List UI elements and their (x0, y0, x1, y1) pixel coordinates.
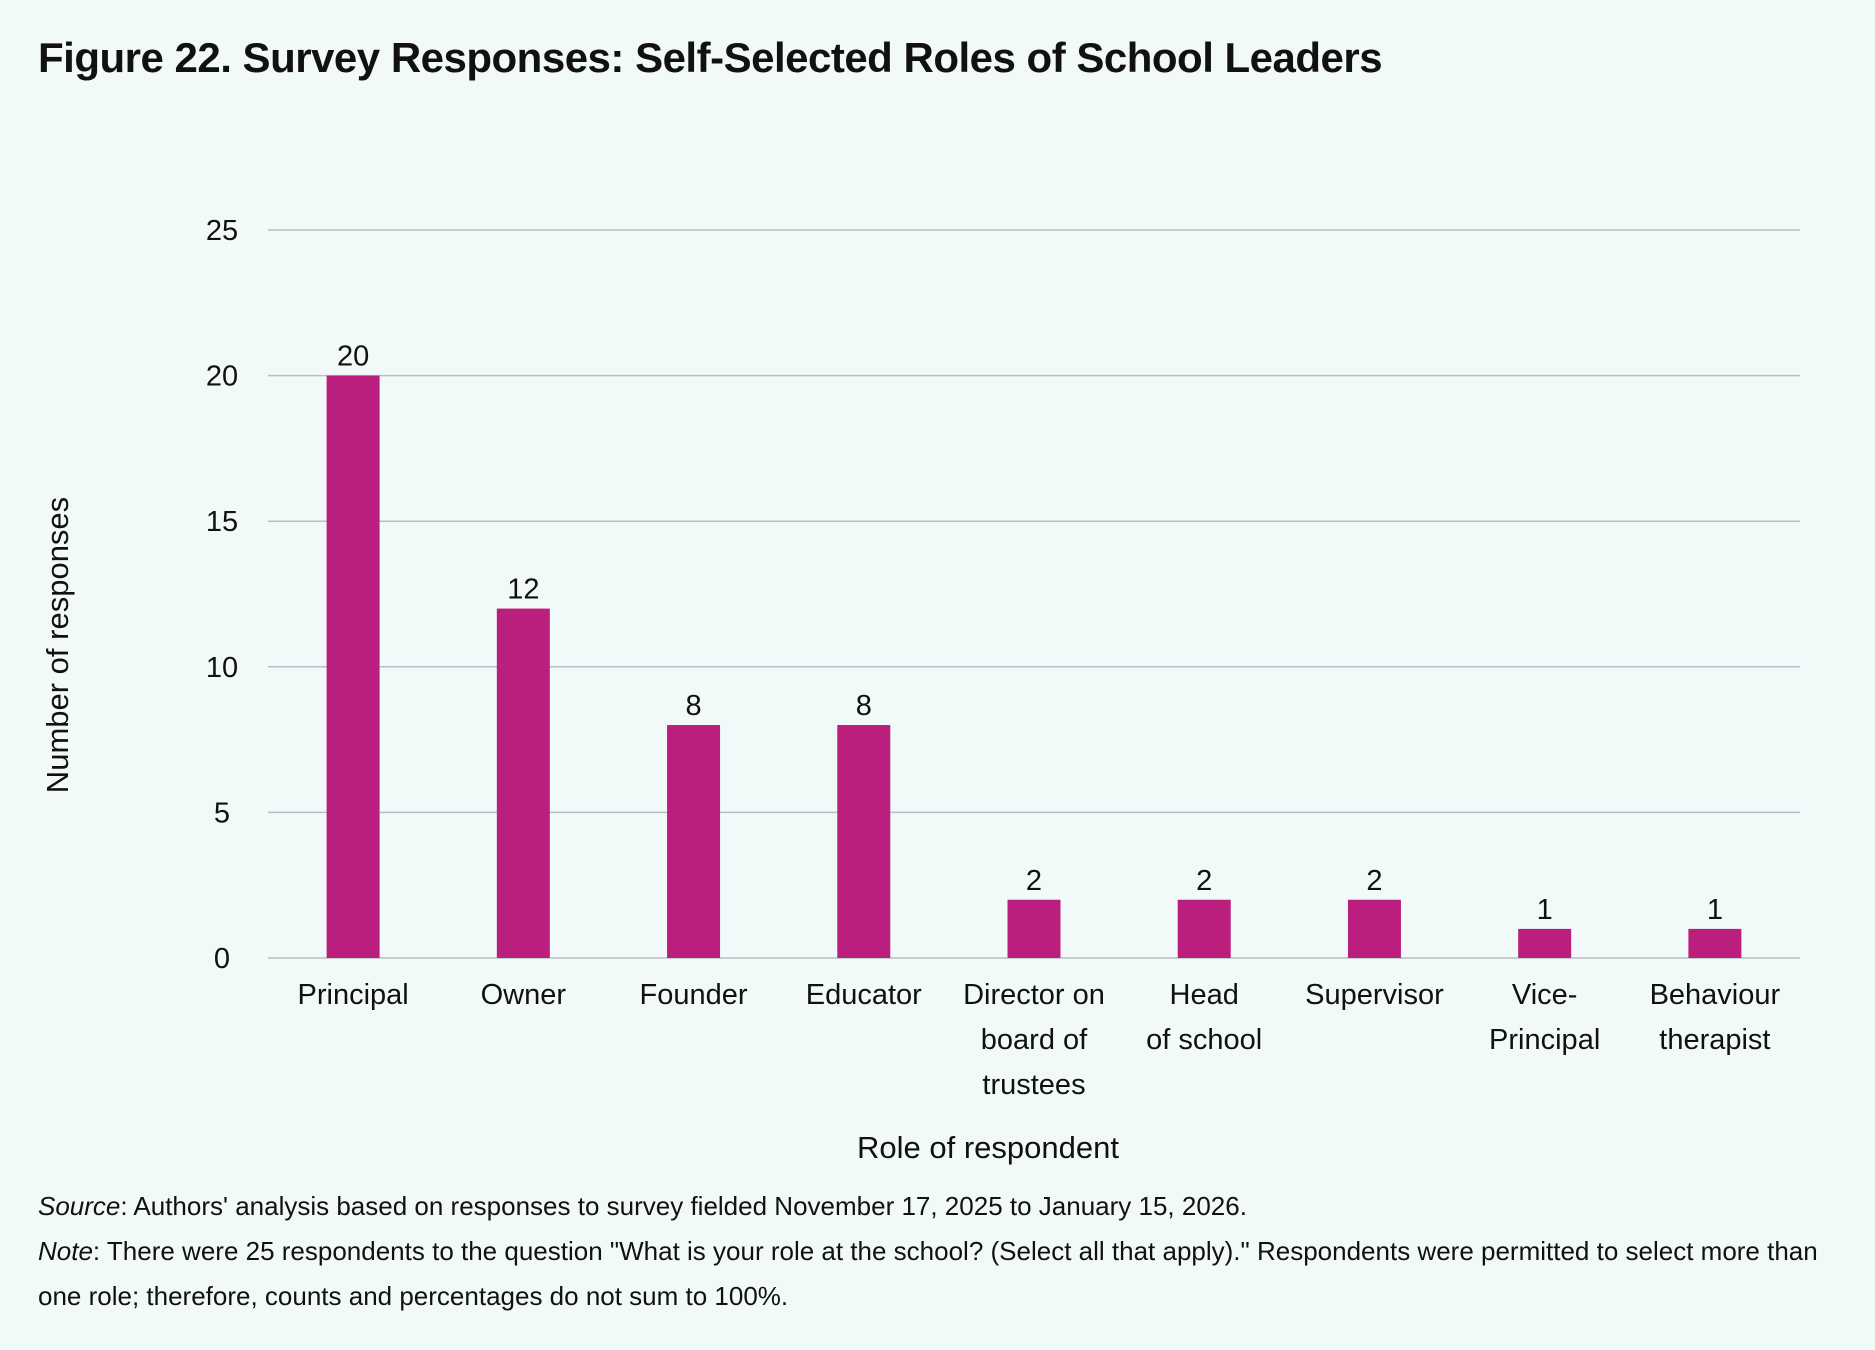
y-tick-label: 0 (214, 943, 230, 975)
bars (326, 375, 1742, 959)
x-tick-label: Supervisor (1305, 979, 1444, 1011)
bar (326, 375, 380, 959)
data-label: 12 (507, 574, 539, 606)
data-label: 2 (1366, 865, 1382, 897)
x-tick-label: Owner (481, 979, 567, 1011)
footnotes: Source: Authors' analysis based on respo… (38, 1184, 1838, 1319)
bar (1518, 928, 1572, 958)
source-note: Source: Authors' analysis based on respo… (38, 1184, 1838, 1229)
bar (1347, 899, 1401, 958)
data-label: 2 (1196, 865, 1212, 897)
note-label: Note (38, 1236, 93, 1266)
x-axis-ticks: Principal Owner Founder Educator Director on… (298, 979, 1781, 1101)
data-label: 2 (1026, 865, 1042, 897)
x-tick-label: Behaviour therapist (1650, 979, 1781, 1056)
data-label: 8 (685, 690, 701, 722)
bar (1688, 928, 1742, 958)
y-tick-label: 15 (206, 506, 238, 538)
bar (1177, 899, 1231, 958)
bar (1007, 899, 1061, 958)
y-tick-label: 20 (206, 361, 238, 393)
y-axis-ticks: 0 5 10 15 20 25 (206, 215, 238, 975)
bar (837, 725, 891, 958)
data-label: 1 (1707, 894, 1723, 926)
x-tick-label: Director on board of trustees (963, 979, 1105, 1101)
x-tick-label: Principal (298, 979, 409, 1011)
y-tick-label: 5 (214, 797, 230, 829)
source-text: : Authors' analysis based on responses t… (120, 1191, 1247, 1221)
note-text: : There were 25 respondents to the quest… (38, 1236, 1818, 1311)
y-tick-label: 10 (206, 652, 238, 684)
bar-chart: 0 5 10 15 20 25 20 12 8 8 2 2 2 1 1 Principal Owner Fou… (40, 215, 1800, 1165)
y-axis-title: Number of responses (40, 497, 75, 793)
data-labels: 20 12 8 8 2 2 2 1 1 (337, 341, 1723, 926)
x-axis-title: Role of respondent (857, 1130, 1119, 1165)
x-tick-label: Head of school (1146, 979, 1262, 1056)
x-tick-label: Educator (806, 979, 922, 1011)
data-label: 20 (337, 341, 369, 373)
y-tick-label: 25 (206, 215, 238, 247)
data-label: 8 (856, 690, 872, 722)
x-tick-label: Vice-Principal (1489, 979, 1600, 1056)
bar (667, 725, 721, 958)
data-label: 1 (1537, 894, 1553, 926)
figure-title: Figure 22. Survey Responses: Self-Select… (38, 34, 1383, 81)
note: Note: There were 25 respondents to the q… (38, 1229, 1838, 1319)
source-label: Source (38, 1191, 121, 1221)
x-tick-label: Founder (640, 979, 748, 1011)
bar (496, 608, 550, 958)
